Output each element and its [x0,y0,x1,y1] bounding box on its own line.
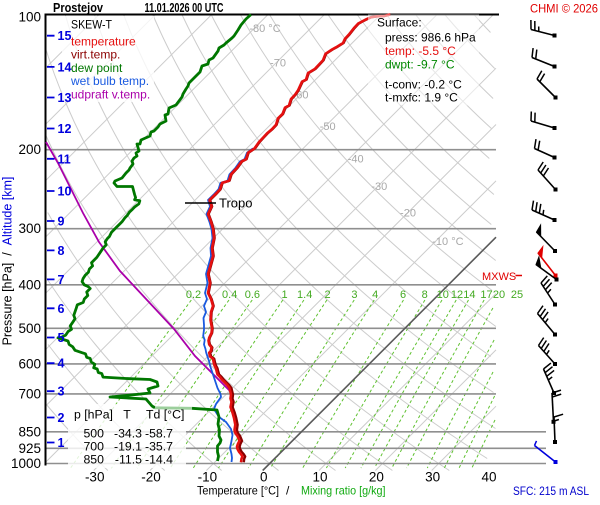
svg-text:20: 20 [369,470,384,485]
svg-text:1: 1 [281,289,287,301]
svg-text:dwpt: -9.7 °C: dwpt: -9.7 °C [385,58,455,72]
svg-text:0.6: 0.6 [245,289,260,301]
svg-text:25: 25 [511,289,523,301]
svg-text:Prostejov: Prostejov [53,1,103,15]
svg-text:925: 925 [18,441,41,456]
svg-text:/: / [286,484,290,498]
svg-text:0.4: 0.4 [222,289,237,301]
svg-text:40: 40 [481,470,496,485]
svg-text:2: 2 [58,411,65,425]
svg-text:5: 5 [58,331,65,345]
svg-text:6: 6 [400,289,406,301]
svg-text:200: 200 [18,142,41,157]
svg-text:4: 4 [372,289,378,301]
svg-text:-80 °C: -80 °C [249,23,280,35]
svg-text:-58.7: -58.7 [145,427,173,441]
svg-text:8: 8 [422,289,428,301]
svg-text:Pressure [hPa] / Altitude [k: Pressure [hPa] / Altitude [km] [1,177,15,346]
svg-text:SKEW-T: SKEW-T [71,18,112,32]
svg-text:Surface:: Surface: [377,16,422,30]
svg-text:-11.5: -11.5 [115,453,142,467]
svg-text:0: 0 [260,470,268,485]
svg-text:T: T [123,408,131,422]
svg-text:t-conv: -0.2 °C: t-conv: -0.2 °C [385,78,462,92]
svg-text:400: 400 [18,277,41,292]
svg-text:10: 10 [58,185,72,199]
svg-text:1.4: 1.4 [297,289,312,301]
svg-text:1: 1 [58,436,65,450]
svg-text:Tropo: Tropo [219,196,252,211]
svg-text:virt.temp.: virt.temp. [71,48,120,62]
svg-text:8: 8 [58,244,65,258]
svg-text:-50: -50 [320,121,336,133]
svg-text:500: 500 [18,321,41,336]
svg-text:700: 700 [83,440,104,454]
svg-text:14: 14 [58,60,72,74]
svg-text:-10 °C: -10 °C [432,236,463,248]
svg-text:6: 6 [58,302,65,316]
svg-text:20: 20 [493,289,505,301]
svg-text:-70: -70 [270,57,286,69]
svg-text:3: 3 [58,385,65,399]
svg-text:SFC: 215 m ASL: SFC: 215 m ASL [513,484,589,498]
svg-text:temp: -5.5 °C: temp: -5.5 °C [385,44,456,58]
svg-text:4: 4 [58,357,65,371]
svg-text:700: 700 [18,386,41,401]
svg-text:7: 7 [58,273,65,287]
svg-text:2: 2 [324,289,330,301]
svg-text:-14.4: -14.4 [145,453,173,467]
svg-text:300: 300 [18,221,41,236]
svg-text:1000: 1000 [11,456,41,471]
svg-text:-34.3: -34.3 [114,427,142,441]
svg-text:850: 850 [83,453,104,467]
svg-text:-20: -20 [400,207,416,219]
svg-text:-30: -30 [371,181,387,193]
svg-text:850: 850 [18,424,41,439]
svg-text:17: 17 [480,289,492,301]
svg-text:500: 500 [83,427,104,441]
svg-text:dew point: dew point [71,61,123,75]
svg-text:600: 600 [18,356,41,371]
svg-text:wet bulb temp.: wet bulb temp. [70,74,149,88]
svg-text:0.2: 0.2 [186,289,201,301]
svg-text:Mixing ratio [g/kg]: Mixing ratio [g/kg] [301,484,386,498]
svg-text:MXWS: MXWS [482,271,516,283]
svg-text:p [hPa]: p [hPa] [74,408,113,422]
svg-text:10: 10 [437,289,449,301]
svg-text:100: 100 [18,10,41,25]
svg-text:11.01.2026 00 UTC: 11.01.2026 00 UTC [145,1,224,15]
svg-text:9: 9 [58,215,65,229]
svg-text:10: 10 [312,470,327,485]
svg-text:-40: -40 [348,153,364,165]
svg-text:-20: -20 [141,470,161,485]
svg-text:12: 12 [58,122,72,136]
svg-text:-10: -10 [198,470,218,485]
svg-text:udpraft v.temp.: udpraft v.temp. [71,88,150,102]
svg-text:CHMI © 2026: CHMI © 2026 [530,2,598,16]
svg-text:temperature: temperature [71,35,136,49]
svg-text:30: 30 [425,470,440,485]
svg-text:Td [°C]: Td [°C] [146,408,184,422]
svg-text:13: 13 [58,91,72,105]
svg-text:press: 986.6 hPa: press: 986.6 hPa [385,31,476,45]
svg-text:-30: -30 [85,470,105,485]
svg-text:12: 12 [451,289,463,301]
svg-text:3: 3 [351,289,357,301]
svg-text:Temperature [°C]: Temperature [°C] [197,484,279,498]
svg-text:-35.7: -35.7 [145,440,173,454]
svg-text:14: 14 [463,289,475,301]
svg-text:-19.1: -19.1 [114,440,142,454]
svg-text:15: 15 [58,29,72,43]
svg-text:11: 11 [58,152,71,166]
svg-text:t-mxfc: 1.9 °C: t-mxfc: 1.9 °C [385,91,458,105]
